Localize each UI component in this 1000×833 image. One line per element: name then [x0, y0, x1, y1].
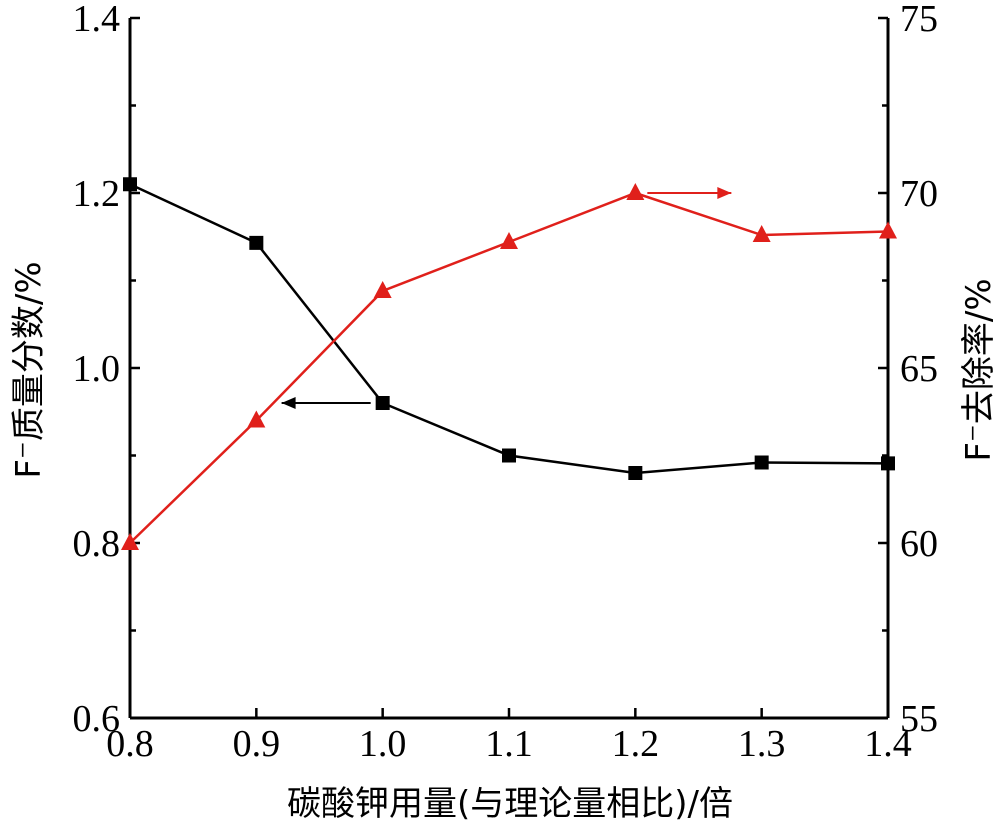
- axes: 0.8 0.9 1.0 1.1 1.2 1.3 1.40.60.81.01.21.45560…: [73, 0, 939, 765]
- y-left-tick-label: 1.2: [73, 173, 121, 215]
- annotations: [281, 187, 732, 409]
- data-point-triangle: [247, 410, 266, 428]
- y-right-tick-label: 60: [900, 523, 938, 565]
- x-tick-label: 1.3: [738, 723, 786, 765]
- data-point-square: [375, 396, 390, 410]
- series-line-0: [129, 183, 889, 475]
- data-point-square: [754, 455, 769, 470]
- left-axis-arrow-head: [281, 397, 296, 409]
- y-left-tick-label: 0.8: [73, 523, 121, 565]
- data-point-square: [123, 177, 137, 192]
- x-tick-label: 1.0: [359, 723, 407, 765]
- data-point-triangle: [373, 281, 392, 298]
- data-point-triangle: [121, 533, 139, 550]
- x-tick-label: 1.1: [485, 723, 533, 765]
- x-axis-label: 碳酸钾用量(与理论量相比)/倍: [287, 784, 733, 824]
- data-point-triangle: [500, 232, 518, 249]
- y-right-tick-label: 70: [900, 173, 938, 215]
- x-tick-label: 0.9: [233, 723, 281, 765]
- data-point-square: [628, 466, 643, 480]
- data-point-square: [502, 448, 516, 463]
- data-point-square: [881, 456, 895, 471]
- x-tick-label: 1.2: [612, 723, 660, 765]
- y-right-tick-label: 65: [900, 348, 938, 390]
- x-tick-label: 1.4: [864, 723, 912, 765]
- y-left-tick-label: 1.0: [73, 348, 121, 390]
- right-axis-arrow-head: [717, 187, 732, 199]
- y-right-axis-label: F⁻去除率/%: [959, 278, 999, 461]
- data-point-triangle: [752, 225, 771, 242]
- data-point-triangle: [879, 221, 897, 239]
- series-group: [121, 177, 897, 550]
- y-left-tick-label: 1.4: [73, 0, 121, 40]
- y-left-tick-label: 0.6: [73, 698, 121, 740]
- x-tick-label: 0.8: [106, 723, 154, 765]
- data-point-square: [249, 235, 264, 250]
- y-right-tick-label: 55: [900, 698, 938, 740]
- y-right-tick-label: 75: [900, 0, 938, 40]
- data-point-triangle: [626, 183, 645, 200]
- y-left-axis-label: F⁻质量分数/%: [9, 261, 49, 478]
